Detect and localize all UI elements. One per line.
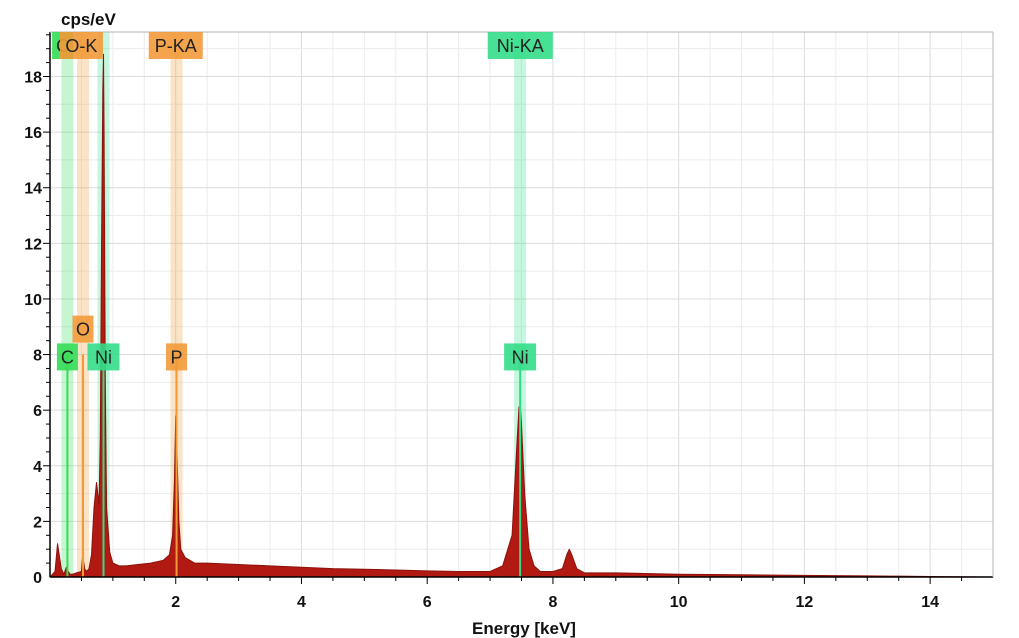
peak-label-box <box>487 32 553 59</box>
element-lines <box>66 354 522 577</box>
element-band <box>61 32 74 577</box>
y-tick-label: 8 <box>33 348 42 365</box>
y-axis-label: cps/eV <box>61 10 116 29</box>
y-tick-label: 6 <box>33 403 42 420</box>
spectrum <box>49 53 994 578</box>
x-tick-label: 6 <box>423 594 432 611</box>
element-band <box>170 32 183 577</box>
y-tick-label: 0 <box>33 570 42 587</box>
peak-label-text: O <box>76 320 90 340</box>
peak-label-text: Ni <box>95 347 112 367</box>
x-tick-label: 2 <box>171 594 180 611</box>
peak-label-box <box>504 343 537 371</box>
x-tick-label: 8 <box>548 594 557 611</box>
y-tick-label: 12 <box>24 236 42 253</box>
y-tick-label: 18 <box>24 69 42 86</box>
y-tick-label: 4 <box>33 459 42 476</box>
peak-label-ni-l-mid: Ni <box>87 343 120 371</box>
peak-label-text: P <box>171 347 183 367</box>
peak-label-text: Ni-KA <box>497 36 544 56</box>
peak-label-box <box>59 32 103 59</box>
x-tick-label: 12 <box>796 594 814 611</box>
x-tick-label: 14 <box>921 594 939 611</box>
peak-label-box <box>56 343 78 371</box>
x-tick-label: 10 <box>670 594 688 611</box>
peak-label-ni-k-mid: Ni <box>504 343 537 371</box>
y-tick-label: 2 <box>33 514 42 531</box>
peak-label-text: Ni <box>512 347 529 367</box>
peak-label-box <box>166 343 188 371</box>
axis-ticks: 2 4 6 8 10 12 14 0 2 4 6 8 10 12 14 16 18 <box>24 34 963 611</box>
peak-label-text: C <box>61 347 74 367</box>
peak-label-text: P-KA <box>155 36 197 56</box>
x-axis-label: Energy [keV] <box>472 619 576 638</box>
spectrum-area <box>49 53 994 578</box>
element-band <box>77 32 90 577</box>
peak-label-c-mid: C <box>56 343 78 371</box>
peak-label-o-mid: O <box>72 315 94 343</box>
y-tick-label: 16 <box>24 125 42 142</box>
peak-label-p-mid: P <box>166 343 188 371</box>
y-tick-label: 14 <box>24 181 42 198</box>
peak-label-box <box>87 343 120 371</box>
peak-label-text: O-K <box>65 36 97 56</box>
peak-label-o-k-top: O-K <box>59 32 103 59</box>
peak-label-ni-ka-top: Ni-KA <box>487 32 553 59</box>
y-tick-label: 10 <box>24 292 42 309</box>
peak-label-box <box>72 315 94 343</box>
x-tick-label: 4 <box>297 594 306 611</box>
peak-label-box <box>148 32 203 59</box>
peak-label-p-ka-top: P-KA <box>148 32 203 59</box>
